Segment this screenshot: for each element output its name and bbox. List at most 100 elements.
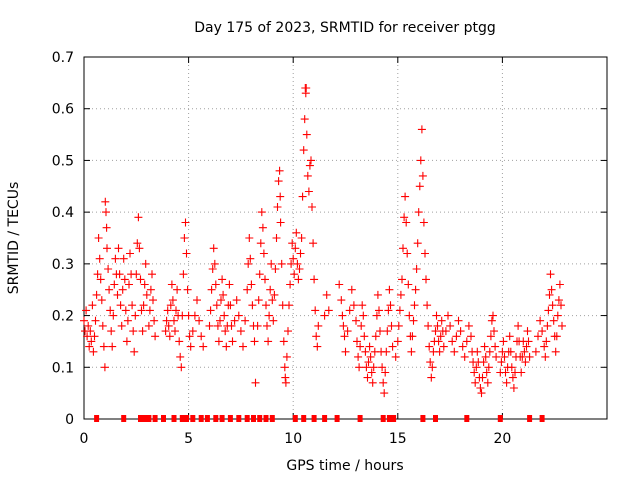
- data-point: [277, 259, 286, 268]
- data-point: [300, 115, 309, 124]
- data-point: [216, 316, 224, 325]
- zero-marker: [204, 415, 210, 422]
- data-point: [372, 311, 381, 320]
- data-point: [481, 352, 490, 361]
- data-point: [422, 275, 430, 284]
- data-point: [375, 306, 383, 315]
- data-point: [407, 347, 416, 356]
- data-point: [82, 306, 91, 315]
- data-point: [307, 156, 315, 165]
- y-axis-label: SRMTID / TECUs: [6, 182, 22, 295]
- zero-marker: [420, 415, 426, 422]
- data-point: [274, 177, 283, 186]
- data-point: [517, 368, 526, 377]
- data-point: [175, 337, 184, 346]
- data-point: [98, 321, 107, 330]
- data-point: [180, 234, 189, 242]
- data-point: [460, 352, 469, 361]
- data-point: [462, 337, 471, 346]
- data-point: [284, 327, 292, 336]
- zero-marker: [161, 415, 166, 422]
- data-point: [206, 306, 215, 315]
- data-point: [478, 373, 487, 382]
- data-point: [248, 301, 257, 310]
- data-point: [360, 332, 369, 341]
- data-point: [90, 332, 99, 341]
- data-point: [267, 259, 276, 268]
- y-tick-label: 0.7: [52, 50, 74, 66]
- data-point: [359, 311, 368, 320]
- data-point: [138, 327, 147, 336]
- data-point: [394, 321, 403, 330]
- data-point: [514, 321, 523, 330]
- data-point: [541, 352, 550, 361]
- data-point: [236, 327, 245, 336]
- data-point: [320, 311, 329, 320]
- data-point: [356, 342, 365, 351]
- zero-marker: [219, 415, 225, 422]
- data-point: [518, 352, 527, 361]
- data-point: [412, 265, 421, 273]
- data-point: [135, 244, 144, 253]
- zero-marker: [464, 415, 470, 422]
- zero-marker: [152, 415, 158, 422]
- data-point: [364, 358, 373, 367]
- data-point: [88, 301, 97, 310]
- data-point: [195, 316, 204, 325]
- data-point: [312, 332, 321, 341]
- data-point: [247, 280, 256, 289]
- data-point: [140, 280, 149, 289]
- data-point: [244, 259, 253, 268]
- data-point: [345, 306, 354, 315]
- data-point: [171, 327, 179, 336]
- data-point: [308, 203, 316, 211]
- data-point: [258, 223, 267, 232]
- data-point: [210, 259, 219, 268]
- data-point: [115, 270, 124, 279]
- data-point: [96, 275, 105, 284]
- data-point: [303, 171, 312, 180]
- data-point: [132, 270, 141, 279]
- data-point: [103, 244, 111, 253]
- data-point: [368, 378, 377, 387]
- data-point: [288, 239, 297, 248]
- data-point: [139, 301, 148, 310]
- data-point: [131, 311, 140, 320]
- zero-marker: [227, 415, 233, 422]
- data-point: [340, 332, 349, 341]
- data-point: [89, 347, 98, 356]
- data-point: [170, 316, 178, 325]
- zero-marker: [311, 415, 317, 422]
- x-tick-label: 10: [284, 431, 302, 447]
- data-point: [280, 363, 289, 372]
- data-point: [292, 228, 301, 237]
- data-point: [483, 378, 492, 387]
- data-point: [145, 306, 154, 315]
- data-point: [270, 290, 279, 299]
- data-point: [106, 306, 115, 315]
- data-point: [255, 270, 264, 279]
- data-point: [294, 275, 303, 284]
- data-point: [413, 239, 422, 248]
- data-point: [471, 378, 480, 387]
- data-point: [491, 342, 500, 351]
- data-point: [304, 187, 313, 196]
- data-point: [250, 337, 259, 346]
- data-point: [173, 285, 182, 294]
- data-point: [87, 337, 96, 346]
- data-point: [254, 296, 263, 305]
- data-point: [499, 337, 508, 346]
- data-point: [367, 368, 376, 377]
- data-point: [222, 342, 231, 351]
- data-point: [150, 316, 159, 325]
- data-point: [399, 244, 407, 253]
- axis-ticks: 0 0.1 0.2 0.3 0.4 0.5 0.6 0.7 0 5 10 15 20: [52, 50, 607, 447]
- data-point: [101, 197, 110, 206]
- data-point: [293, 259, 302, 268]
- data-point: [341, 347, 350, 356]
- data-point: [408, 332, 417, 341]
- zero-marker: [391, 415, 397, 422]
- zero-markers: [94, 415, 545, 422]
- data-point: [257, 208, 266, 217]
- data-point: [347, 285, 356, 294]
